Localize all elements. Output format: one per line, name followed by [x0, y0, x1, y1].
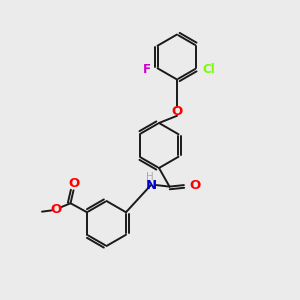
Text: O: O	[189, 178, 200, 192]
Text: F: F	[143, 63, 151, 76]
Text: Cl: Cl	[202, 63, 214, 76]
Text: O: O	[171, 105, 183, 118]
Text: O: O	[68, 177, 79, 190]
Text: H: H	[146, 172, 154, 182]
Text: O: O	[50, 203, 61, 216]
Text: N: N	[145, 178, 157, 192]
